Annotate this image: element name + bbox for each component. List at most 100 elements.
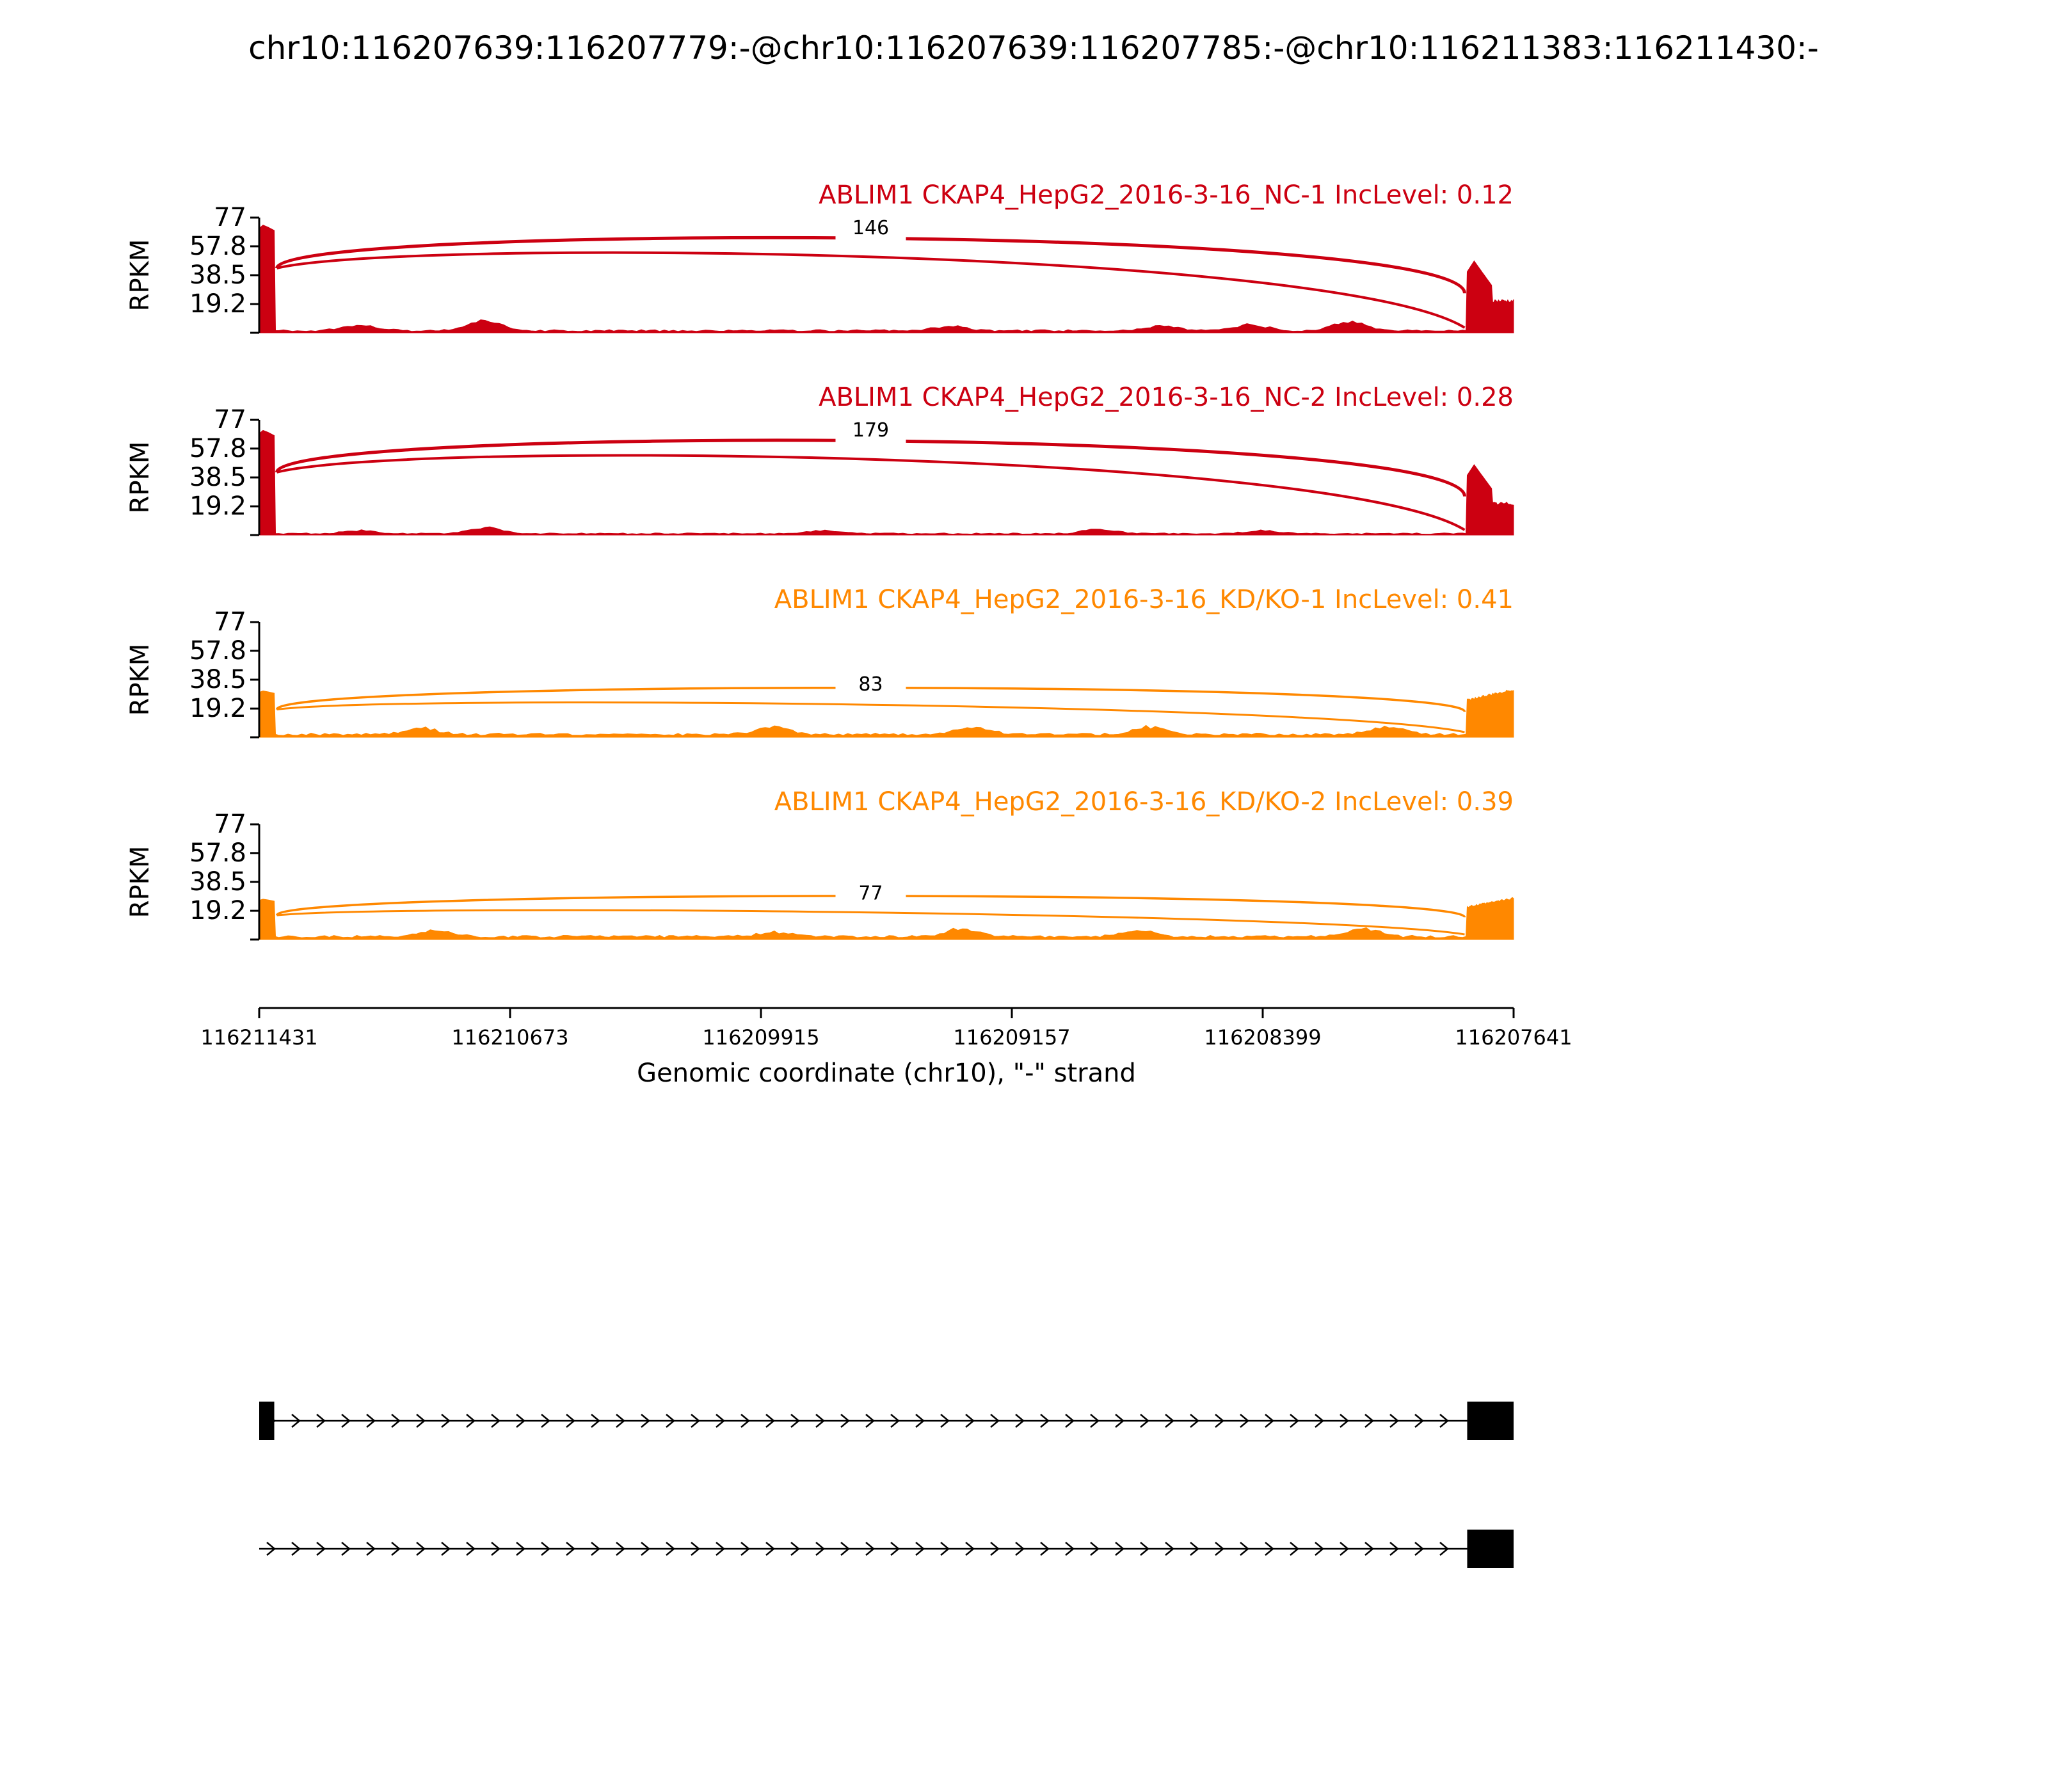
track-4: 77 ABLIM1 CKAP4_HepG2_2016-3-16_KD/KO-2 I… <box>125 787 1514 941</box>
y-axis-label: RPKM <box>125 846 155 918</box>
strand-arrow <box>616 1542 625 1556</box>
y-axis-label: RPKM <box>125 442 155 514</box>
strand-arrow <box>491 1542 500 1556</box>
strand-arrow <box>516 1414 525 1428</box>
strand-arrow <box>541 1414 550 1428</box>
strand-arrow <box>865 1414 875 1428</box>
strand-arrow <box>765 1414 775 1428</box>
strand-arrow <box>641 1414 650 1428</box>
strand-arrow <box>1215 1414 1224 1428</box>
strand-arrow <box>391 1542 401 1556</box>
strand-arrow <box>341 1414 351 1428</box>
strand-arrow <box>666 1414 675 1428</box>
y-tick-label: 38.5 <box>189 463 246 492</box>
strand-arrow <box>1165 1414 1174 1428</box>
y-tick-label: 57.8 <box>189 232 246 261</box>
strand-arrow <box>466 1542 476 1556</box>
junction-label: 179 <box>852 419 889 442</box>
strand-arrow <box>1115 1414 1124 1428</box>
strand-arrow <box>591 1542 600 1556</box>
strand-arrow <box>1215 1542 1224 1556</box>
strand-arrow <box>616 1414 625 1428</box>
junction-arc <box>276 701 1465 733</box>
strand-arrow <box>1240 1414 1249 1428</box>
track-1: 146 ABLIM1 CKAP4_HepG2_2016-3-16_NC-1 Inc… <box>125 180 1514 334</box>
strand-arrow <box>815 1414 825 1428</box>
strand-arrow <box>740 1542 750 1556</box>
strand-arrow <box>391 1414 401 1428</box>
junction-arc <box>276 251 1466 329</box>
strand-arrow <box>1190 1542 1199 1556</box>
track-2: 179 ABLIM1 CKAP4_HepG2_2016-3-16_NC-2 Inc… <box>125 383 1514 536</box>
strand-arrow <box>815 1542 825 1556</box>
x-tick-label: 116210673 <box>451 1025 568 1050</box>
exon-block <box>1467 1402 1514 1440</box>
coverage-tracks: 146 ABLIM1 CKAP4_HepG2_2016-3-16_NC-1 Inc… <box>125 180 1514 941</box>
strand-arrow <box>1414 1542 1424 1556</box>
strand-arrow <box>716 1414 725 1428</box>
strand-arrow <box>416 1542 426 1556</box>
strand-arrow <box>1015 1542 1025 1556</box>
strand-arrow <box>466 1414 476 1428</box>
strand-arrow <box>1315 1542 1324 1556</box>
y-tick-label: 38.5 <box>189 867 246 897</box>
strand-arrow <box>1340 1414 1349 1428</box>
isoform-2 <box>259 1530 1514 1568</box>
strand-arrow <box>1290 1414 1299 1428</box>
strand-arrow <box>1364 1414 1374 1428</box>
strand-arrow <box>691 1542 700 1556</box>
strand-arrow <box>990 1542 1000 1556</box>
y-tick-label: 38.5 <box>189 665 246 694</box>
strand-arrow <box>1240 1542 1249 1556</box>
x-tick-label: 116211431 <box>200 1025 317 1050</box>
junction-label: 77 <box>858 882 883 904</box>
exon-block <box>259 1402 275 1440</box>
coverage-area <box>259 429 1514 536</box>
strand-arrow <box>316 1414 326 1428</box>
strand-arrow <box>1414 1414 1424 1428</box>
strand-arrow <box>940 1414 950 1428</box>
strand-arrow <box>1015 1414 1025 1428</box>
strand-arrow <box>1140 1542 1149 1556</box>
strand-arrow <box>291 1414 301 1428</box>
junction-label-box <box>835 671 906 697</box>
junction-label-box <box>835 417 906 443</box>
strand-arrow <box>1389 1414 1399 1428</box>
track-3: 83 ABLIM1 CKAP4_HepG2_2016-3-16_KD/KO-1 I… <box>125 585 1514 739</box>
strand-arrow <box>691 1414 700 1428</box>
strand-arrow <box>1165 1542 1174 1556</box>
junction-label-box <box>835 880 906 906</box>
strand-arrow <box>1115 1542 1124 1556</box>
strand-arrow <box>416 1414 426 1428</box>
strand-arrow <box>541 1542 550 1556</box>
strand-arrow <box>890 1414 900 1428</box>
strand-arrow <box>516 1542 525 1556</box>
y-axis-label: RPKM <box>125 644 155 716</box>
strand-arrow <box>765 1542 775 1556</box>
strand-arrow <box>1265 1414 1274 1428</box>
y-tick-label: 19.2 <box>189 896 246 925</box>
strand-arrow <box>840 1542 850 1556</box>
y-tick-label: 19.2 <box>189 492 246 521</box>
strand-arrow <box>940 1542 950 1556</box>
y-tick-label: 57.8 <box>189 636 246 666</box>
strand-arrow <box>990 1414 1000 1428</box>
strand-arrow <box>915 1542 925 1556</box>
strand-arrow <box>1439 1414 1449 1428</box>
strand-arrow <box>716 1542 725 1556</box>
x-axis-label: Genomic coordinate (chr10), "-" strand <box>637 1059 1136 1088</box>
strand-arrow <box>1090 1542 1100 1556</box>
y-tick-label: 77 <box>214 607 246 637</box>
strand-arrow <box>341 1542 351 1556</box>
strand-arrow <box>441 1414 451 1428</box>
exon-block <box>1467 1530 1514 1568</box>
junction-arc <box>276 454 1466 531</box>
track-title: ABLIM1 CKAP4_HepG2_2016-3-16_NC-2 IncLev… <box>819 383 1514 412</box>
strand-arrow <box>1290 1542 1299 1556</box>
y-tick-label: 19.2 <box>189 289 246 319</box>
strand-arrow <box>1140 1414 1149 1428</box>
strand-arrow <box>1389 1542 1399 1556</box>
strand-arrow <box>491 1414 500 1428</box>
track-title: ABLIM1 CKAP4_HepG2_2016-3-16_KD/KO-2 Inc… <box>774 787 1514 817</box>
